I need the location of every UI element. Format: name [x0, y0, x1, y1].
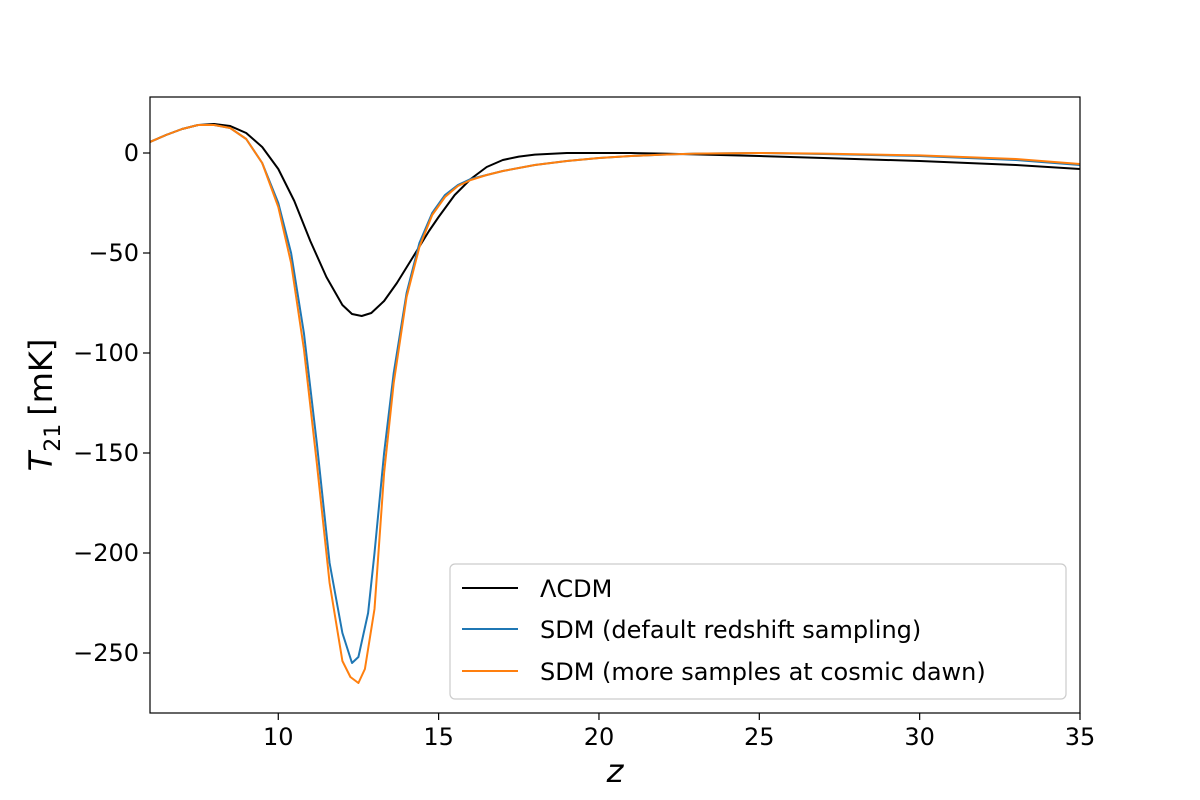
y-axis-label: T21 [mK]: [22, 339, 66, 472]
y-axis-label-unit: [mK]: [22, 339, 60, 416]
x-axis-label: z: [606, 752, 625, 790]
x-tick-label-35: 35: [1065, 723, 1096, 751]
x-tick-label-20: 20: [584, 723, 615, 751]
legend-box: [449, 563, 1067, 700]
legend-label-lcdm: ΛCDM: [540, 575, 612, 603]
plot-frame: [149, 96, 1081, 714]
series-line-3: [150, 124, 1080, 684]
y-tick-label-minus-250: −250: [73, 639, 139, 667]
legend: ΛCDM SDM (default redshift sampling) SDM…: [449, 563, 1067, 700]
y-tick-label-minus-150: −150: [73, 439, 139, 467]
legend-label-sdm-default: SDM (default redshift sampling): [540, 616, 921, 644]
y-tick-label-0: 0: [124, 139, 139, 167]
y-tick-label-minus-50: −50: [88, 239, 139, 267]
y-axis: 0 −50 −100 −150 −200 −250: [73, 139, 150, 667]
x-tick-label-25: 25: [744, 723, 775, 751]
y-axis-label-symbol: T: [22, 449, 60, 471]
y-axis-label-subscript: 21: [41, 424, 66, 452]
x-axis: 10 15 20 25 30 35: [263, 713, 1095, 751]
x-tick-label-30: 30: [904, 723, 935, 751]
y-tick-label-minus-200: −200: [73, 539, 139, 567]
legend-label-sdm-more-samples: SDM (more samples at cosmic dawn): [540, 658, 986, 686]
x-tick-label-10: 10: [263, 723, 294, 751]
y-tick-label-minus-100: −100: [73, 339, 139, 367]
series-layer: [150, 123, 1080, 684]
x-tick-label-15: 15: [423, 723, 454, 751]
